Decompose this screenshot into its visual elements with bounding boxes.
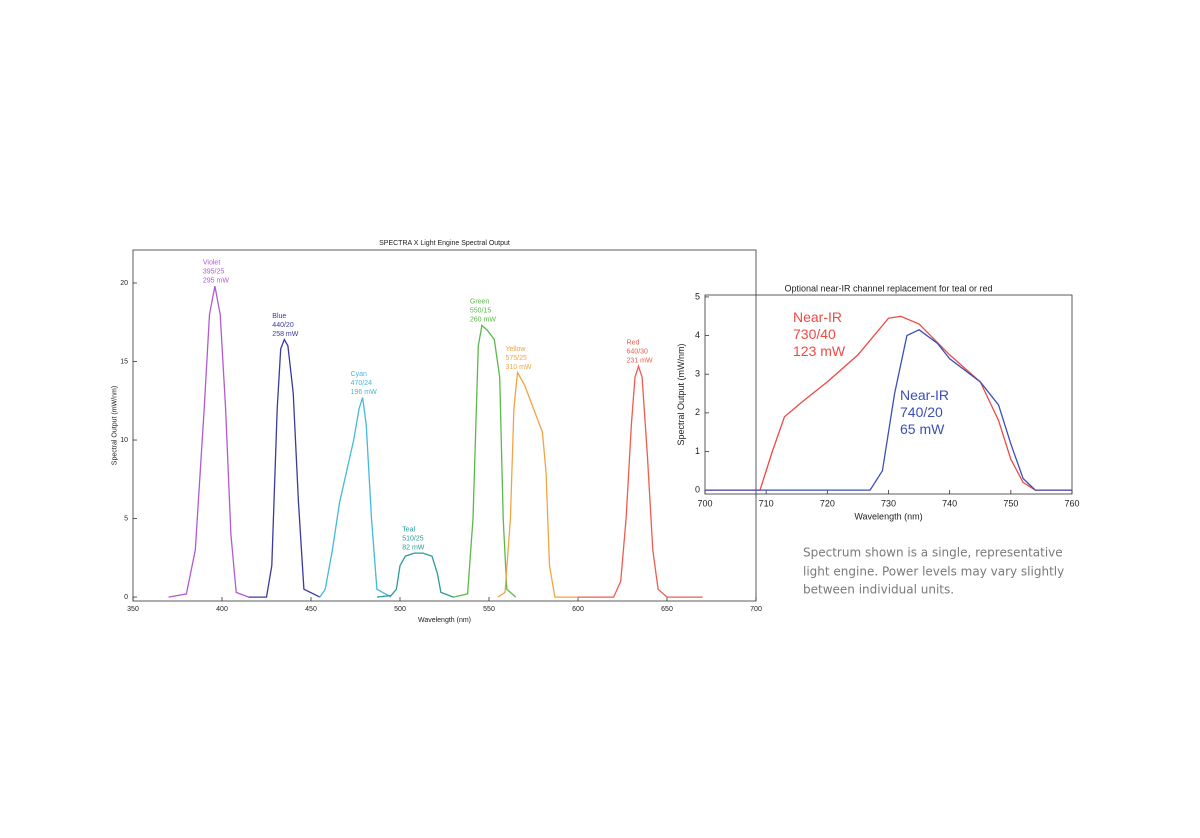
x-tick-label: 550 <box>483 606 495 613</box>
y-tick-label: 10 <box>120 437 128 444</box>
series-annotation: 740/20 <box>900 404 943 420</box>
y-tick-label: 0 <box>695 485 700 495</box>
spectrum-line <box>168 285 249 598</box>
x-tick-label: 700 <box>697 498 712 508</box>
x-tick-label: 720 <box>820 498 835 508</box>
x-tick-label: 400 <box>216 606 228 613</box>
series-annotation: Green <box>470 299 490 306</box>
y-tick-label: 20 <box>120 280 128 287</box>
plot-frame <box>132 249 757 602</box>
series-annotation: 123 mW <box>793 343 846 359</box>
series-annotation: 82 mW <box>402 544 425 551</box>
x-tick-label: 710 <box>759 498 774 508</box>
chart-title: Optional near-IR channel replacement for… <box>784 283 992 293</box>
series-annotation: 395/25 <box>203 268 225 275</box>
series-annotation: Near-IR <box>900 387 949 403</box>
series-annotation: 196 mW <box>351 389 377 396</box>
caption-line: light engine. Power levels may vary slig… <box>803 565 1064 579</box>
caption-line: between individual units. <box>803 583 954 597</box>
x-tick-label: 750 <box>1003 498 1018 508</box>
series-annotation: 310 mW <box>505 364 531 371</box>
series-annotation: Yellow <box>505 346 526 353</box>
series-annotation: Teal <box>402 526 415 533</box>
series-annotation: 440/20 <box>272 322 294 329</box>
x-tick-label: 600 <box>572 606 584 613</box>
spectrum-line <box>376 552 454 598</box>
series-annotation: 550/15 <box>470 308 492 315</box>
series-annotation: 65 mW <box>900 421 945 437</box>
x-tick-label: 740 <box>942 498 957 508</box>
series-annotation: 640/30 <box>627 349 649 356</box>
spectrum-line <box>248 337 321 598</box>
series-annotation: 470/24 <box>351 380 373 387</box>
series-annotation: Blue <box>272 313 286 320</box>
x-tick-label: 700 <box>750 606 762 613</box>
spectrum-line <box>578 364 703 598</box>
y-tick-label: 2 <box>695 407 700 417</box>
series-annotation: Violet <box>203 259 220 266</box>
x-tick-label: 500 <box>394 606 406 613</box>
series-annotation: 510/25 <box>402 535 424 542</box>
spectrum-line <box>453 324 517 598</box>
x-tick-label: 350 <box>127 606 139 613</box>
series-annotation: Cyan <box>351 371 367 378</box>
x-axis-label: Wavelength (nm) <box>418 617 471 624</box>
y-tick-label: 1 <box>695 446 700 456</box>
x-tick-label: 760 <box>1064 498 1079 508</box>
series-annotation: Near-IR <box>793 309 842 325</box>
series-annotation: 260 mW <box>470 317 496 324</box>
series-annotation: Red <box>627 340 640 347</box>
series-annotation: 730/40 <box>793 326 836 342</box>
y-tick-label: 15 <box>120 358 128 365</box>
series-annotation: 231 mW <box>627 358 653 365</box>
y-tick-label: 4 <box>695 330 700 340</box>
series-annotation: 295 mW <box>203 277 229 284</box>
x-tick-label: 730 <box>881 498 896 508</box>
y-tick-label: 5 <box>695 291 700 301</box>
spectrum-line <box>705 329 1072 491</box>
spectrum-line <box>319 397 392 598</box>
x-tick-label: 650 <box>661 606 673 613</box>
y-axis-label: Spectral Output (mW/nm) <box>676 343 686 445</box>
caption-line: Spectrum shown is a single, representati… <box>803 546 1063 560</box>
x-tick-label: 450 <box>305 606 317 613</box>
spectrum-line <box>705 315 1072 491</box>
y-tick-label: 0 <box>124 594 128 601</box>
y-tick-label: 5 <box>124 515 128 522</box>
x-axis-label: Wavelength (nm) <box>854 511 922 521</box>
series-annotation: 575/25 <box>505 355 527 362</box>
y-axis-label: Spectral Output (mW/nm) <box>112 386 119 465</box>
y-tick-label: 3 <box>695 369 700 379</box>
chart-title: SPECTRA X Light Engine Spectral Output <box>379 240 510 247</box>
series-annotation: 258 mW <box>272 331 298 338</box>
spectrum-line <box>497 370 578 598</box>
